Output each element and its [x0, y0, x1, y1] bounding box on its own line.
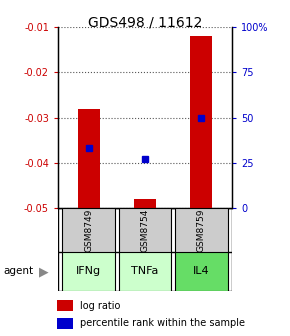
Text: IFNg: IFNg: [76, 266, 102, 276]
FancyBboxPatch shape: [119, 252, 171, 291]
FancyBboxPatch shape: [62, 252, 115, 291]
Text: TNFa: TNFa: [131, 266, 159, 276]
FancyBboxPatch shape: [175, 252, 228, 291]
Text: agent: agent: [3, 266, 33, 277]
Text: ▶: ▶: [39, 265, 48, 278]
Bar: [134, 199, 156, 208]
Bar: [57, 300, 73, 311]
Text: IL4: IL4: [193, 266, 209, 276]
Text: GSM8749: GSM8749: [84, 208, 93, 252]
FancyBboxPatch shape: [175, 208, 228, 252]
Text: percentile rank within the sample: percentile rank within the sample: [80, 319, 245, 328]
FancyBboxPatch shape: [62, 208, 115, 252]
Text: GDS498 / 11612: GDS498 / 11612: [88, 15, 202, 29]
FancyBboxPatch shape: [119, 208, 171, 252]
Text: GSM8754: GSM8754: [140, 208, 150, 252]
Bar: [190, 36, 212, 208]
Text: GSM8759: GSM8759: [197, 208, 206, 252]
Bar: [57, 318, 73, 329]
Bar: [78, 109, 100, 208]
Text: log ratio: log ratio: [80, 301, 120, 311]
